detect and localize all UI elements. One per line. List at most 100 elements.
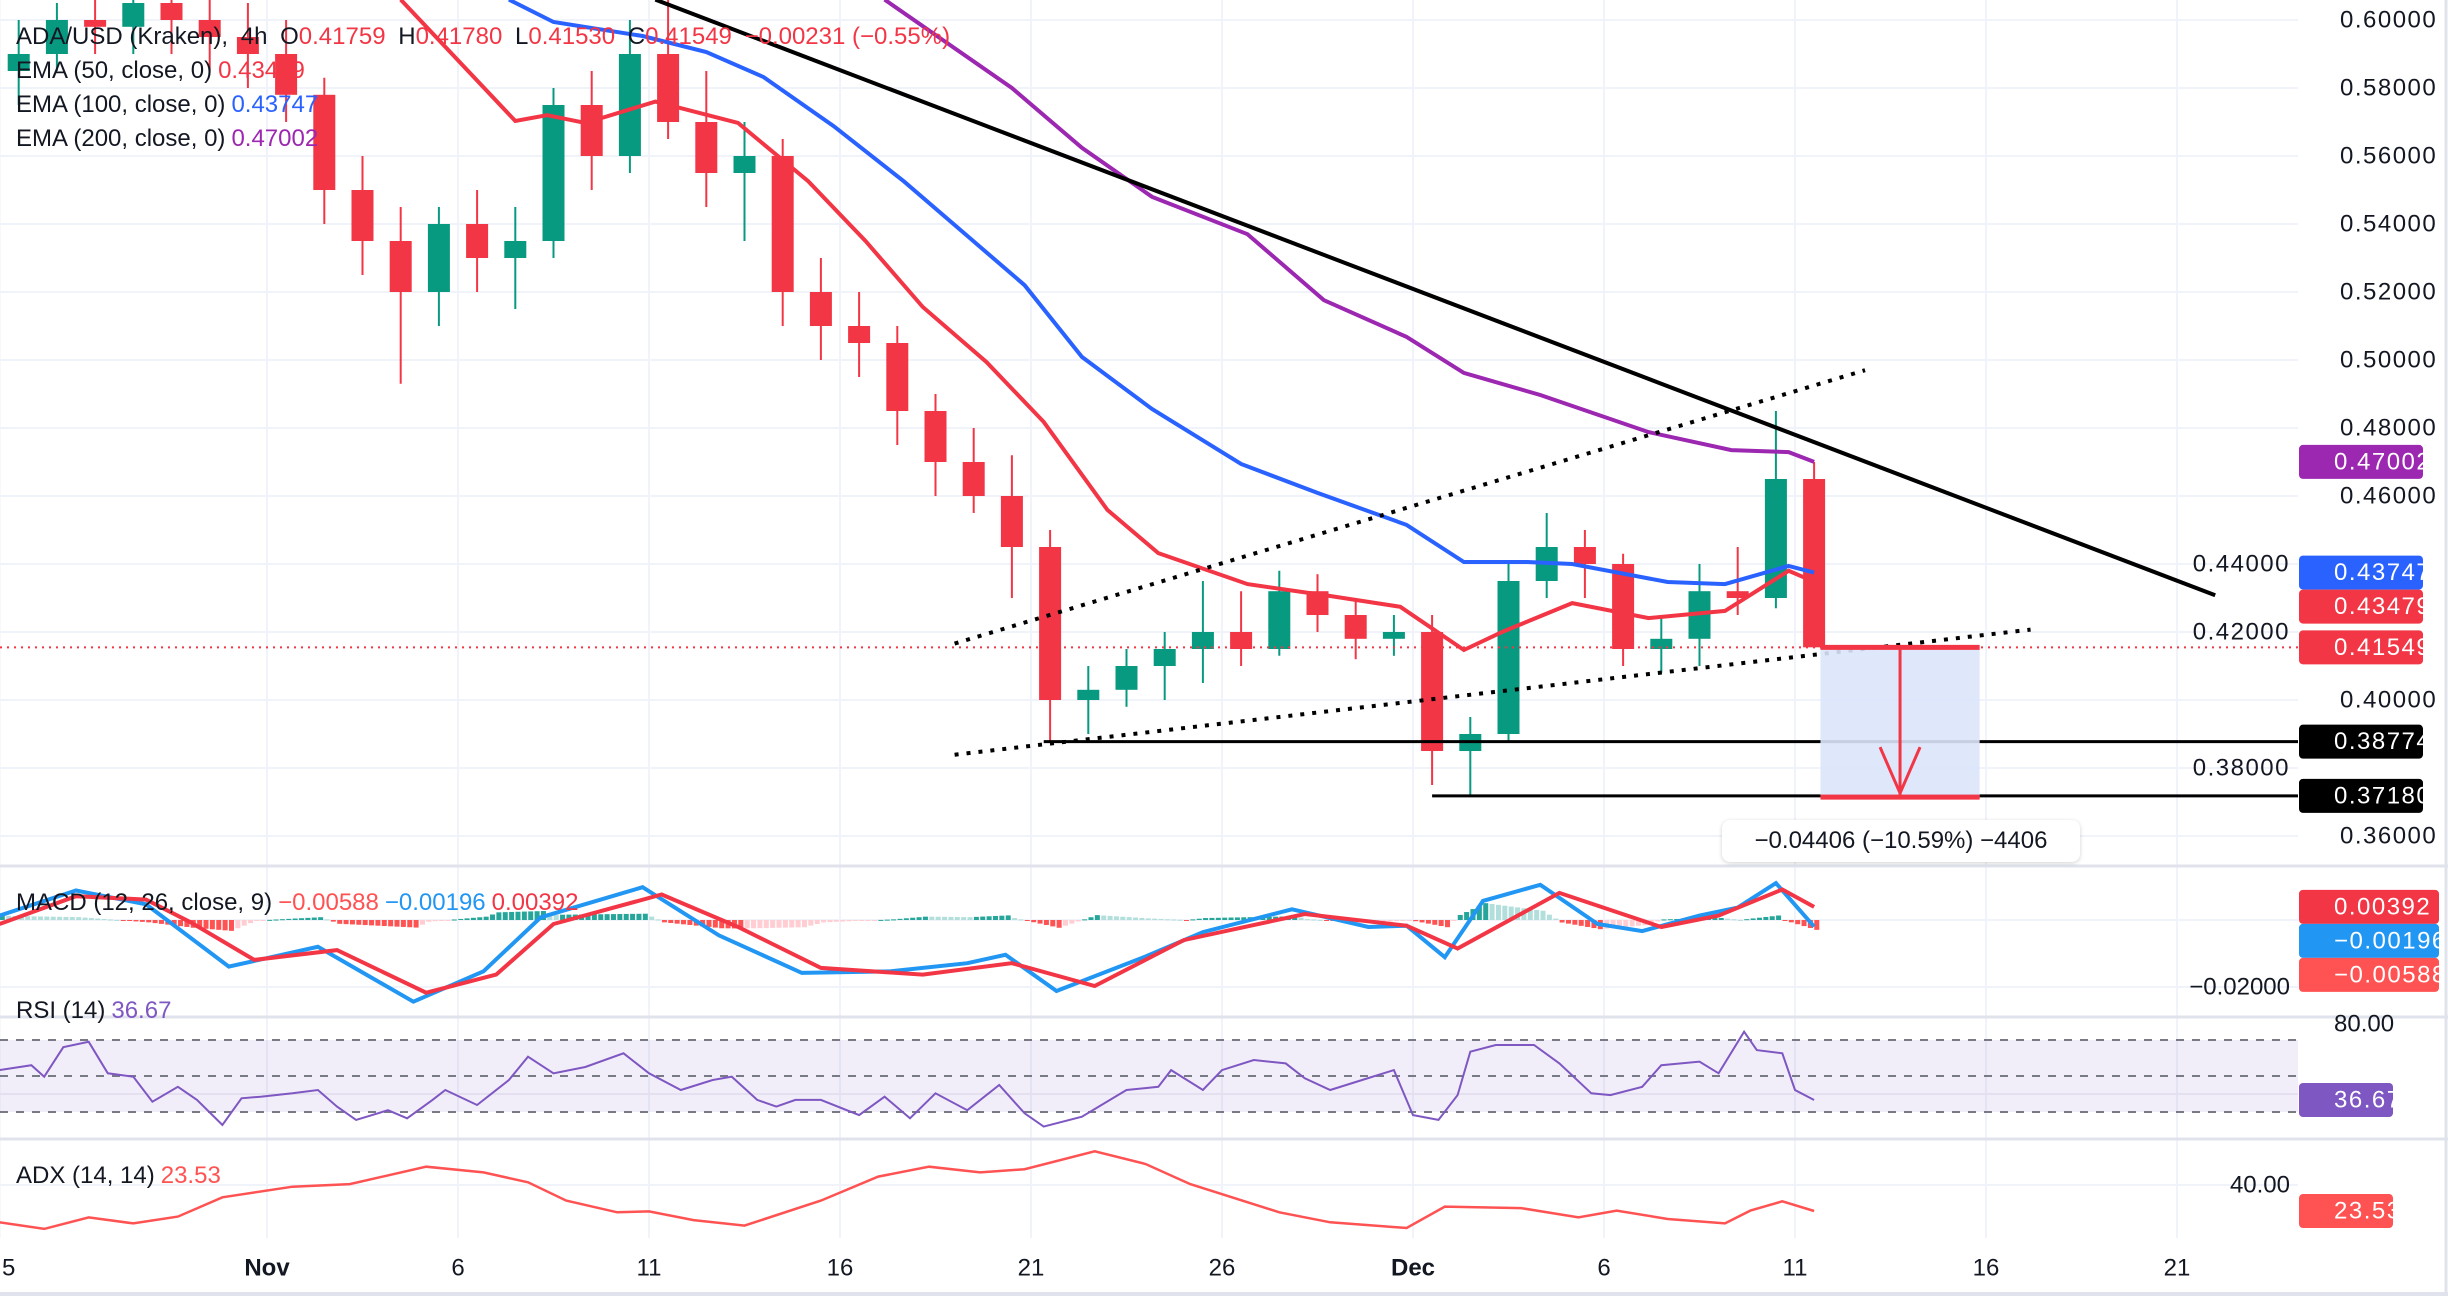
ema100-legend[interactable]: EMA (100, close, 0) 0.43747 xyxy=(16,88,324,122)
time-tick-label: 5 xyxy=(2,1255,15,1282)
ema200-value: 0.47002 xyxy=(231,125,319,152)
macd-histogram-bar xyxy=(1763,916,1769,920)
macd-histogram-bar xyxy=(1101,915,1107,920)
macd-histogram-bar xyxy=(1623,920,1629,927)
macd-histogram-bar xyxy=(1018,919,1024,921)
macd-histogram-bar xyxy=(1413,920,1419,922)
macd-histogram-bar xyxy=(852,920,858,921)
macd-histogram-bar xyxy=(470,917,476,920)
macd-histogram-bar xyxy=(534,911,540,920)
macd-histogram-bar xyxy=(1464,912,1470,920)
macd-histogram-bar xyxy=(649,916,655,920)
macd-histogram-bar xyxy=(235,920,241,929)
price-tick-label: 0.54000 xyxy=(2340,211,2437,238)
macd-histogram-bar xyxy=(171,920,177,926)
macd-histogram-bar xyxy=(1655,920,1661,922)
axis-price-badge: 0.37180 xyxy=(2299,778,2430,813)
macd-histogram-bar xyxy=(95,918,101,920)
macd-histogram-bar xyxy=(1737,919,1743,921)
badge-background xyxy=(2299,724,2423,759)
macd-histogram-bar xyxy=(63,916,69,920)
axis-price-badge: 23.53 xyxy=(2299,1194,2400,1229)
macd-histogram-bar xyxy=(1298,917,1304,920)
macd-histogram-bar xyxy=(1012,918,1018,920)
macd-histogram-bar xyxy=(311,917,317,920)
adx-legend[interactable]: ADX (14, 14) 23.53 xyxy=(16,1159,227,1193)
macd-histogram-bar xyxy=(712,920,718,928)
macd-histogram-bar xyxy=(1712,918,1718,920)
macd-histogram-bar xyxy=(636,913,642,920)
axis-price-badge: 0.43479 xyxy=(2299,589,2430,624)
macd-histogram-bar xyxy=(553,914,559,920)
candle-body xyxy=(1650,638,1673,649)
macd-histogram-bar xyxy=(687,920,693,925)
badge-value: 0.41549 xyxy=(2334,634,2431,661)
macd-signal-value: 0.00392 xyxy=(491,889,579,916)
time-axis[interactable]: 5 Nov 6 11 16 21 26 Dec 6 11 16 21 xyxy=(2,1255,2190,1282)
macd-histogram-bar xyxy=(973,916,979,920)
candle-body xyxy=(1230,632,1253,649)
candle-body xyxy=(236,37,259,54)
macd-histogram-bar xyxy=(1674,918,1680,920)
candle xyxy=(389,207,412,384)
badge-background xyxy=(2299,923,2439,958)
badge-value: 0.00392 xyxy=(2334,893,2431,920)
macd-pane[interactable] xyxy=(0,880,1820,1004)
low-label: L xyxy=(515,23,529,50)
macd-label: MACD (12, 26, close, 9) xyxy=(16,889,273,916)
macd-histogram-bar xyxy=(477,917,483,920)
badge-background xyxy=(2299,778,2423,813)
macd-legend[interactable]: MACD (12, 26, close, 9) −0.00588 −0.00196 0… xyxy=(16,886,584,920)
axis-price-badge: 0.38774 xyxy=(2299,724,2430,759)
macd-histogram-bar xyxy=(1572,920,1578,925)
macd-histogram-bar xyxy=(496,912,502,920)
macd-histogram-bar xyxy=(1050,920,1056,927)
macd-histogram-bar xyxy=(1585,920,1591,927)
candle xyxy=(886,326,909,445)
macd-histogram-bar xyxy=(1056,920,1062,928)
price-axis[interactable]: 0.47002 0.43747 0.43479 0.41549 0.38774 0.371… xyxy=(2189,7,2447,1229)
macd-histogram-bar xyxy=(1177,919,1183,921)
macd-histogram-bar xyxy=(1311,919,1317,921)
price-tick-label: 0.60000 xyxy=(2340,7,2437,34)
macd-histogram-bar xyxy=(260,920,266,921)
candle xyxy=(924,394,947,496)
macd-histogram-bar xyxy=(827,920,833,923)
macd-histogram-bar xyxy=(31,916,37,920)
macd-histogram-bar xyxy=(108,919,114,921)
high-label: H xyxy=(398,23,416,50)
macd-histogram-bar xyxy=(1565,920,1571,924)
macd-histogram-bar xyxy=(228,920,234,931)
ema200-legend[interactable]: EMA (200, close, 0) 0.47002 xyxy=(16,122,324,156)
ema50-legend[interactable]: EMA (50, close, 0) 0.43479 xyxy=(16,54,311,88)
macd-histogram-bar xyxy=(254,920,260,921)
macd-histogram-bar xyxy=(88,918,94,920)
time-tick-label: 26 xyxy=(1209,1255,1236,1282)
candle xyxy=(1115,649,1138,707)
macd-histogram-bar xyxy=(1750,918,1756,920)
macd-histogram-bar xyxy=(789,920,795,928)
macd-histogram-bar xyxy=(216,920,222,930)
symbol-name[interactable]: ADA/USD (Kraken) xyxy=(16,23,222,50)
ema200-label: EMA (200, close, 0) xyxy=(16,125,226,152)
macd-histogram-bar xyxy=(1063,920,1069,926)
rsi-tick-label: 80.00 xyxy=(2334,1011,2394,1038)
macd-histogram-bar xyxy=(381,920,387,927)
badge-background xyxy=(2299,1082,2393,1117)
macd-histogram-bar xyxy=(668,920,674,924)
price-tick-label: 0.58000 xyxy=(2340,75,2437,102)
macd-histogram-bar xyxy=(986,916,992,920)
rsi-legend[interactable]: RSI (14) 36.67 xyxy=(16,994,177,1028)
badge-value: 0.47002 xyxy=(2334,448,2431,475)
price-tick-label: 0.42000 xyxy=(2193,619,2290,646)
macd-histogram-bar xyxy=(1158,918,1164,920)
macd-hist-value: −0.00588 xyxy=(278,889,379,916)
symbol-legend: ADA/USD (Kraken), 4h O0.41759 H0.41780 L… xyxy=(16,23,951,50)
rsi-pane[interactable] xyxy=(0,1029,2298,1128)
price-pane[interactable] xyxy=(0,0,2298,800)
macd-histogram-bar xyxy=(840,920,846,922)
macd-histogram-bar xyxy=(1094,915,1100,920)
macd-histogram-bar xyxy=(114,919,120,921)
adx-pane[interactable] xyxy=(0,1150,1815,1231)
